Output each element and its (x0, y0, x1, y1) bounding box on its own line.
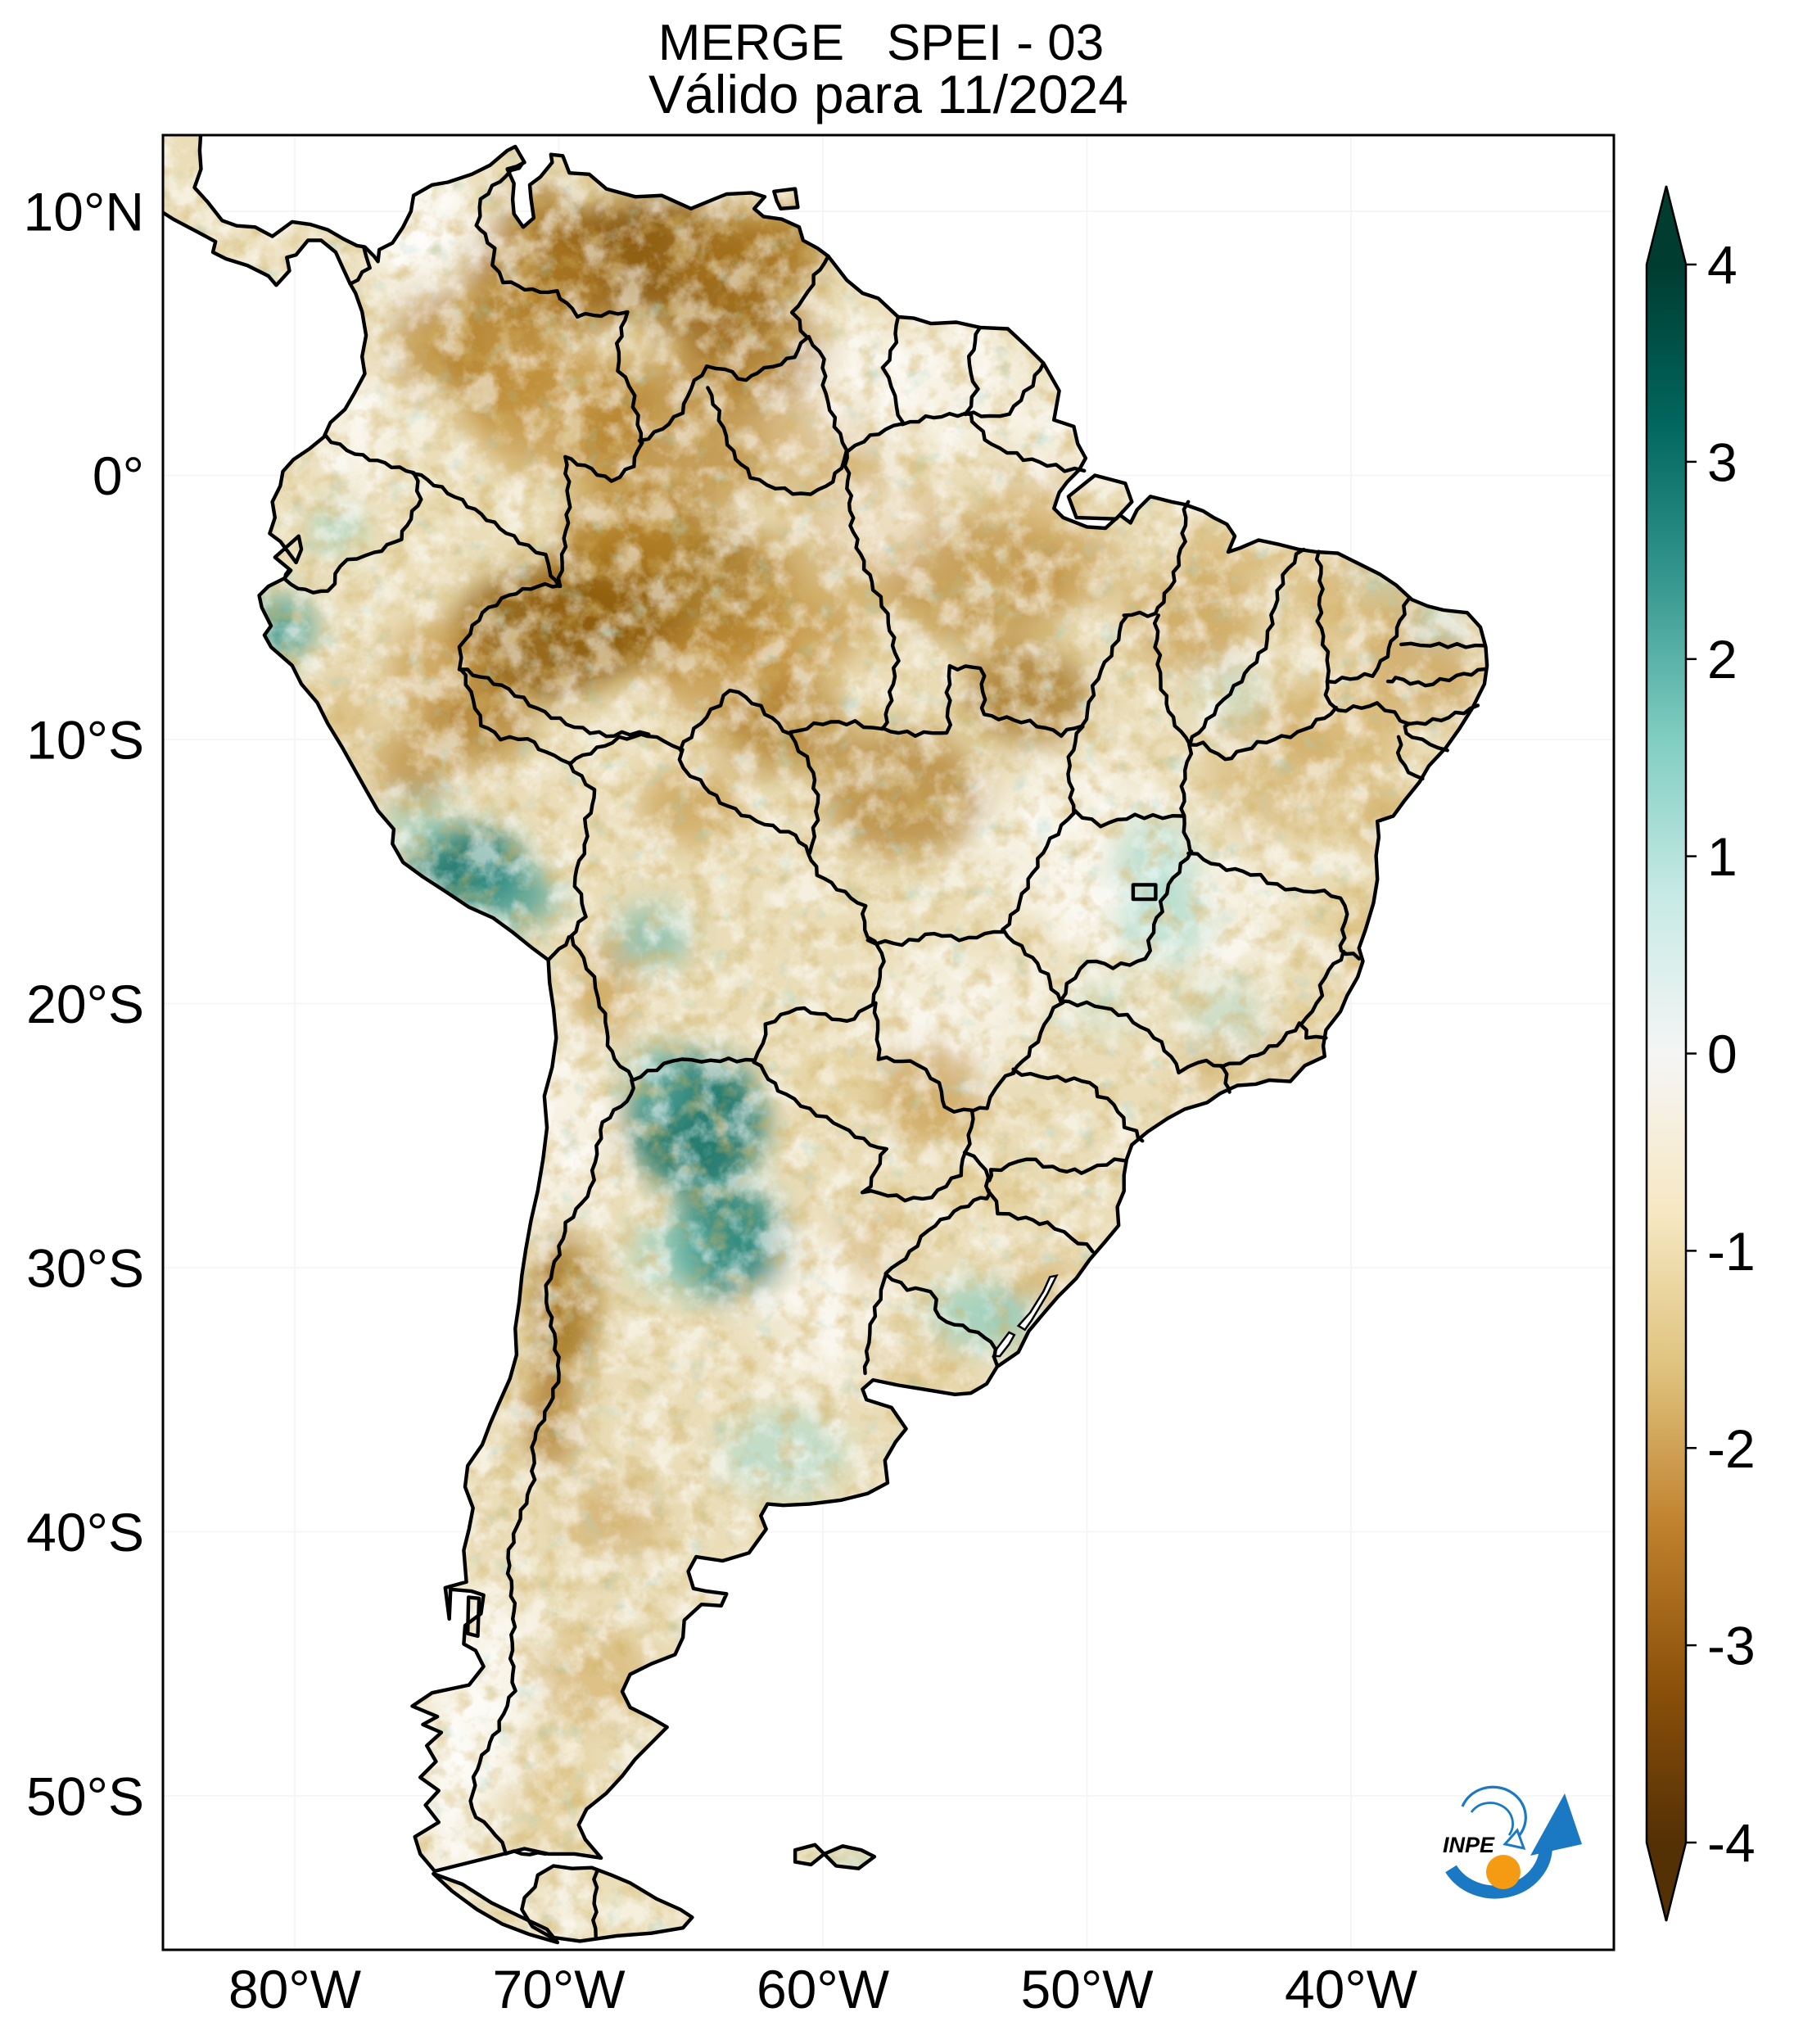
svg-text:1: 1 (1707, 826, 1738, 887)
svg-text:0: 0 (1707, 1024, 1738, 1084)
svg-text:30°S: 30°S (26, 1238, 144, 1299)
svg-text:80°W: 80°W (228, 1959, 362, 2019)
svg-text:4: 4 (1707, 235, 1738, 296)
svg-text:40°W: 40°W (1285, 1959, 1418, 2019)
svg-text:50°W: 50°W (1020, 1959, 1154, 2019)
svg-text:20°S: 20°S (26, 974, 144, 1034)
svg-text:INPE: INPE (1443, 1833, 1495, 1857)
svg-text:70°W: 70°W (492, 1959, 626, 2019)
svg-text:0°: 0° (93, 445, 144, 506)
svg-text:-2: -2 (1707, 1418, 1756, 1479)
svg-text:10°S: 10°S (26, 710, 144, 771)
svg-text:Válido para 11/2024: Válido para 11/2024 (648, 64, 1128, 124)
svg-text:3: 3 (1707, 432, 1738, 492)
svg-text:60°W: 60°W (757, 1959, 890, 2019)
svg-text:50°S: 50°S (26, 1766, 144, 1827)
svg-text:40°S: 40°S (26, 1502, 144, 1562)
svg-text:-4: -4 (1707, 1813, 1756, 1874)
svg-text:MERGE SPEI - 03: MERGE SPEI - 03 (658, 15, 1104, 71)
svg-text:10°N: 10°N (24, 182, 144, 242)
svg-text:-3: -3 (1707, 1616, 1756, 1676)
svg-text:2: 2 (1707, 629, 1738, 690)
svg-text:-1: -1 (1707, 1221, 1756, 1282)
